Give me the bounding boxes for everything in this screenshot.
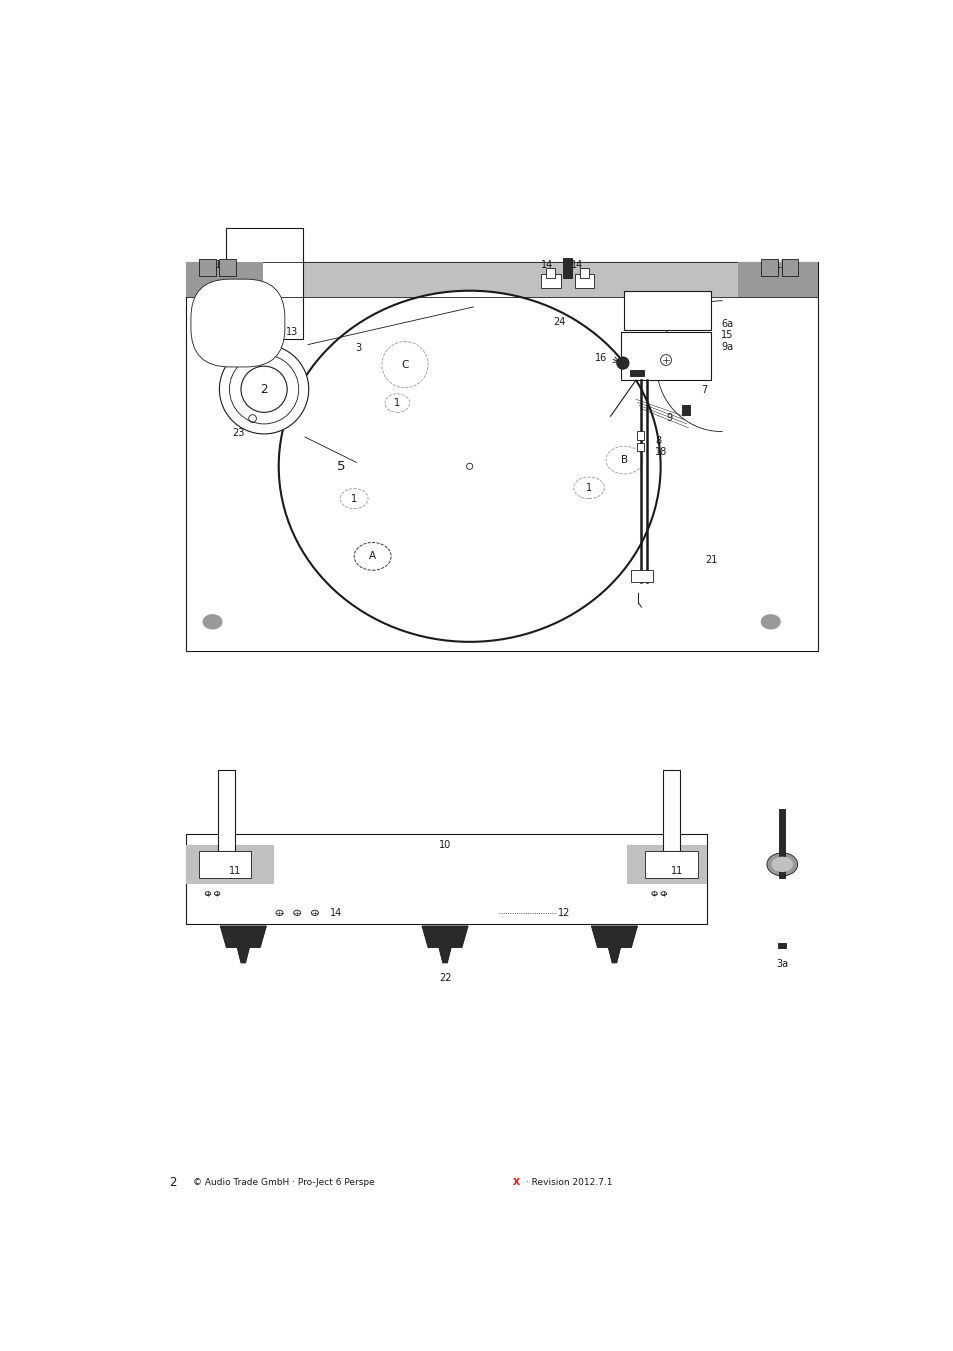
- Bar: [545, 267, 555, 277]
- Text: 18: 18: [655, 447, 667, 457]
- Circle shape: [229, 354, 298, 424]
- Bar: [760, 259, 777, 276]
- Bar: [185, 262, 818, 297]
- Bar: [626, 846, 706, 884]
- Bar: [217, 770, 234, 851]
- Text: 2: 2: [260, 382, 268, 396]
- Text: C: C: [401, 359, 408, 370]
- Text: 9: 9: [666, 413, 672, 423]
- Bar: [779, 809, 784, 878]
- Bar: [185, 262, 818, 297]
- Text: 16: 16: [595, 354, 607, 363]
- Bar: [737, 262, 818, 297]
- Text: B: B: [620, 455, 627, 465]
- Circle shape: [241, 366, 287, 412]
- Text: 11: 11: [210, 259, 222, 270]
- Text: 7: 7: [700, 385, 707, 394]
- Bar: [562, 258, 572, 277]
- Bar: [631, 570, 652, 582]
- Text: 2: 2: [170, 1175, 176, 1189]
- Text: 9a: 9a: [720, 342, 733, 351]
- Bar: [636, 431, 644, 440]
- Text: 4: 4: [255, 413, 261, 423]
- Text: 24: 24: [553, 317, 565, 327]
- Text: 17: 17: [627, 305, 639, 316]
- Bar: [225, 227, 302, 339]
- Polygon shape: [591, 925, 637, 963]
- Text: A: A: [369, 551, 375, 562]
- Circle shape: [616, 357, 628, 369]
- Text: 14: 14: [540, 259, 553, 270]
- Text: 1: 1: [585, 482, 592, 493]
- Bar: [185, 835, 706, 924]
- Text: 6a: 6a: [720, 319, 733, 328]
- FancyBboxPatch shape: [191, 280, 285, 367]
- Bar: [644, 851, 697, 878]
- Text: 10: 10: [438, 840, 451, 850]
- Ellipse shape: [278, 290, 659, 642]
- Bar: [624, 292, 710, 330]
- Bar: [629, 370, 643, 376]
- Text: 6: 6: [664, 311, 671, 322]
- Bar: [636, 443, 644, 451]
- Bar: [575, 274, 594, 288]
- Text: 1: 1: [351, 493, 356, 504]
- Text: 3a: 3a: [776, 959, 787, 970]
- Bar: [781, 259, 798, 276]
- Bar: [579, 267, 588, 277]
- Bar: [198, 259, 215, 276]
- Text: 21: 21: [704, 555, 717, 565]
- Text: X: X: [513, 1178, 519, 1188]
- Bar: [778, 943, 785, 947]
- Bar: [662, 770, 679, 851]
- Text: 8: 8: [655, 436, 660, 446]
- Text: © Audio Trade GmbH · Pro-Ject 6 Perspe: © Audio Trade GmbH · Pro-Ject 6 Perspe: [193, 1178, 375, 1188]
- Text: 14: 14: [570, 259, 582, 270]
- Polygon shape: [220, 925, 266, 963]
- Bar: [219, 259, 236, 276]
- Ellipse shape: [760, 615, 780, 630]
- Text: 14: 14: [329, 908, 341, 917]
- Circle shape: [219, 345, 309, 434]
- Bar: [198, 851, 251, 878]
- Bar: [681, 405, 689, 415]
- Bar: [540, 274, 560, 288]
- Text: 13: 13: [286, 327, 298, 336]
- Text: · Revision 2012.7.1: · Revision 2012.7.1: [522, 1178, 612, 1188]
- Text: 22: 22: [438, 973, 451, 984]
- Text: 11: 11: [671, 866, 683, 875]
- Bar: [620, 331, 711, 380]
- Ellipse shape: [766, 852, 797, 875]
- Ellipse shape: [771, 857, 792, 871]
- Text: 15: 15: [720, 330, 733, 339]
- Polygon shape: [421, 925, 468, 963]
- Text: 11: 11: [229, 866, 241, 875]
- Text: 23: 23: [233, 428, 245, 438]
- Text: 3: 3: [355, 343, 360, 353]
- Bar: [185, 262, 818, 651]
- Text: 11: 11: [775, 259, 787, 270]
- Ellipse shape: [202, 615, 222, 630]
- Text: 20: 20: [229, 377, 241, 386]
- Text: 12: 12: [558, 908, 570, 917]
- Text: 5: 5: [336, 459, 345, 473]
- Bar: [185, 262, 262, 297]
- Bar: [185, 846, 274, 884]
- Text: 1: 1: [394, 399, 400, 408]
